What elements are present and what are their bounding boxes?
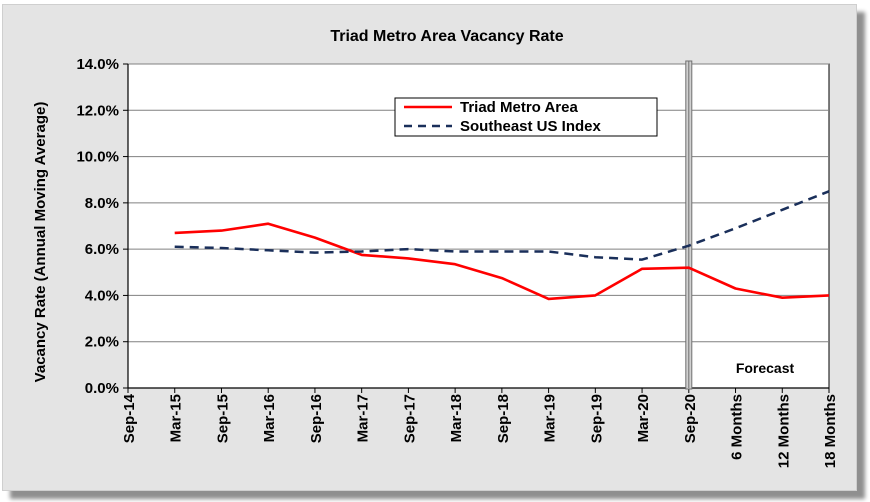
x-tick-label: Sep-17 (401, 394, 418, 443)
legend-label-southeast: Southeast US Index (460, 118, 602, 135)
x-tick-label: 18 Months (822, 394, 839, 468)
y-tick-label: 10.0% (76, 149, 119, 166)
series-line-triad (174, 222, 830, 301)
x-tick-label: Mar-19 (542, 394, 559, 442)
y-axis-label: Vacancy Rate (Annual Moving Average) (32, 102, 49, 383)
x-tick-label: 12 Months (775, 394, 792, 468)
y-tick-label: 12.0% (76, 102, 119, 119)
y-tick-label: 6.0% (85, 241, 119, 258)
x-tick-label: Sep-18 (495, 394, 512, 443)
x-tick-label: Sep-16 (308, 394, 325, 443)
legend: Triad Metro Area Southeast US Index (394, 97, 658, 137)
y-tick-label: 4.0% (85, 287, 119, 304)
x-tick-label: Mar-16 (261, 394, 278, 442)
legend-label-triad: Triad Metro Area (460, 99, 578, 116)
y-tick-label: 0.0% (85, 380, 119, 397)
legend-box (394, 97, 658, 137)
forecast-divider (685, 60, 693, 390)
x-tick-label: Sep-15 (214, 394, 231, 443)
x-tick-label: Sep-14 (121, 393, 138, 443)
y-tick-label: 14.0% (76, 56, 119, 73)
x-tick-label: Mar-17 (355, 394, 372, 442)
x-tick-label: Mar-18 (448, 394, 465, 442)
series-line-southeast (174, 190, 830, 261)
y-tick-label: 2.0% (85, 334, 119, 351)
series-lines (174, 190, 830, 301)
x-tick-label: 6 Months (729, 394, 746, 460)
x-tick-label: Mar-15 (168, 394, 185, 442)
forecast-annotation: Forecast (736, 360, 795, 376)
chart-title: Triad Metro Area Vacancy Rate (330, 28, 563, 45)
grid-lines (127, 63, 829, 389)
y-tick-label: 8.0% (85, 195, 119, 212)
x-axis-ticks: Sep-14 Mar-15 Sep-15 Mar-16 Sep-16 Mar-17 Sep-… (121, 388, 839, 468)
x-tick-label: Sep-19 (588, 394, 605, 443)
x-tick-label: Sep-20 (682, 394, 699, 443)
y-axis-ticks: 0.0% 2.0% 4.0% 6.0% 8.0% 10.0% 12.0% 14.0% (76, 56, 128, 397)
x-tick-label: Mar-20 (635, 394, 652, 442)
